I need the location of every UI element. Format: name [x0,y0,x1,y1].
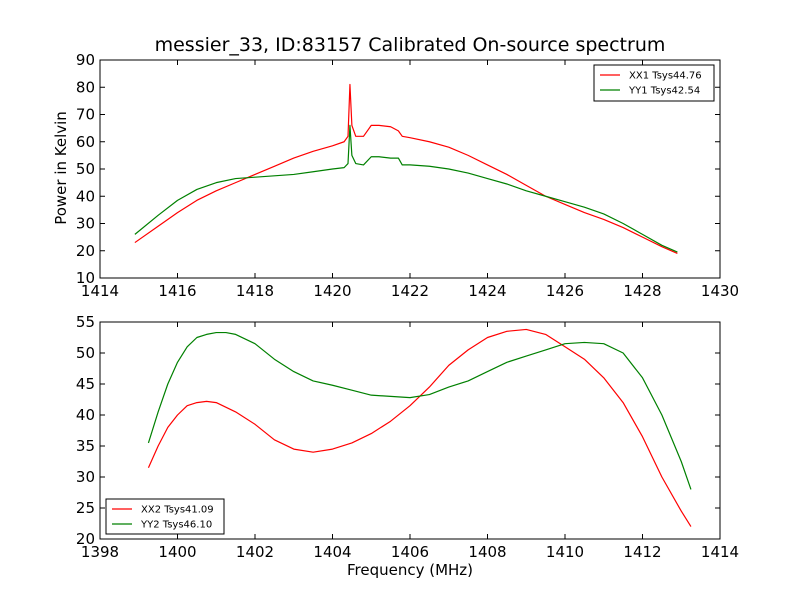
bottom-x-tick-label: 1414 [701,543,739,561]
top-y-tick-label: 80 [76,78,95,96]
top-y-tick-label: 90 [76,51,95,69]
top-x-tick-label: 1430 [701,282,739,300]
top-x-tick-label: 1424 [468,282,506,300]
bottom-x-tick-label: 1400 [158,543,196,561]
top-y-tick-label: 50 [76,160,95,178]
bottom-panel: 1398 1400 1402 1404 1406 1408 1410 1412 1414 20 25… [76,313,739,561]
bottom-y-tick-label: 45 [76,375,95,393]
top-x-tick-label: 1418 [236,282,274,300]
bottom-x-tick-label: 1412 [623,543,661,561]
bottom-legend: XX2 Tsys41.09 YY2 Tsys46.10 [105,498,225,535]
top-x-tick-label: 1420 [313,282,351,300]
bottom-y-tick-label: 35 [76,437,95,455]
bottom-y-tick-label: 20 [76,530,95,548]
top-y-tick-label: 60 [76,133,95,151]
top-series-line-1 [134,83,678,255]
bottom-x-tick-label: 1406 [391,543,429,561]
chart-title: messier_33, ID:83157 Calibrated On-sourc… [154,34,666,56]
top-y-tick-label: 40 [76,187,95,205]
bottom-x-axis-label: Frequency (MHz) [346,561,474,579]
top-x-tick-label: 1422 [391,282,429,300]
bottom-legend-box [105,498,225,535]
bottom-legend-label-2: YY2 Tsys46.10 [140,520,212,531]
bottom-y-tick-label: 25 [76,499,95,517]
top-y-tick-label: 30 [76,215,95,233]
bottom-x-tick-label: 1404 [313,543,351,561]
top-x-tick-label: 1426 [546,282,584,300]
bottom-y-tick-label: 50 [76,344,95,362]
top-legend-label-2: YY1 Tsys42.54 [628,86,700,97]
top-panel: 1414 1416 1418 1420 1422 1424 1426 1428 1430 10 20… [76,51,739,300]
bottom-x-tick-label: 1398 [81,543,119,561]
bottom-x-tick-label: 1408 [468,543,506,561]
top-legend: XX1 Tsys44.76 YY1 Tsys42.54 [593,64,715,102]
bottom-series-line-1 [147,328,692,527]
top-legend-box [593,64,715,102]
top-y-tick-label: 10 [76,269,95,287]
top-y-tick-label: 20 [76,242,95,260]
bottom-x-tick-label: 1410 [546,543,584,561]
top-series-line-2 [134,124,678,253]
top-x-tick-label: 1416 [158,282,196,300]
bottom-x-tick-label: 1402 [236,543,274,561]
bottom-legend-label-1: XX2 Tsys41.09 [141,505,214,516]
top-x-tick-label: 1414 [81,282,119,300]
top-y-tick-label: 70 [76,106,95,124]
top-legend-label-1: XX1 Tsys44.76 [629,71,702,82]
bottom-y-tick-label: 30 [76,468,95,486]
bottom-series-line-2 [147,331,692,490]
top-x-tick-label: 1428 [623,282,661,300]
bottom-y-tick-label: 55 [76,313,95,331]
bottom-y-tick-label: 40 [76,406,95,424]
